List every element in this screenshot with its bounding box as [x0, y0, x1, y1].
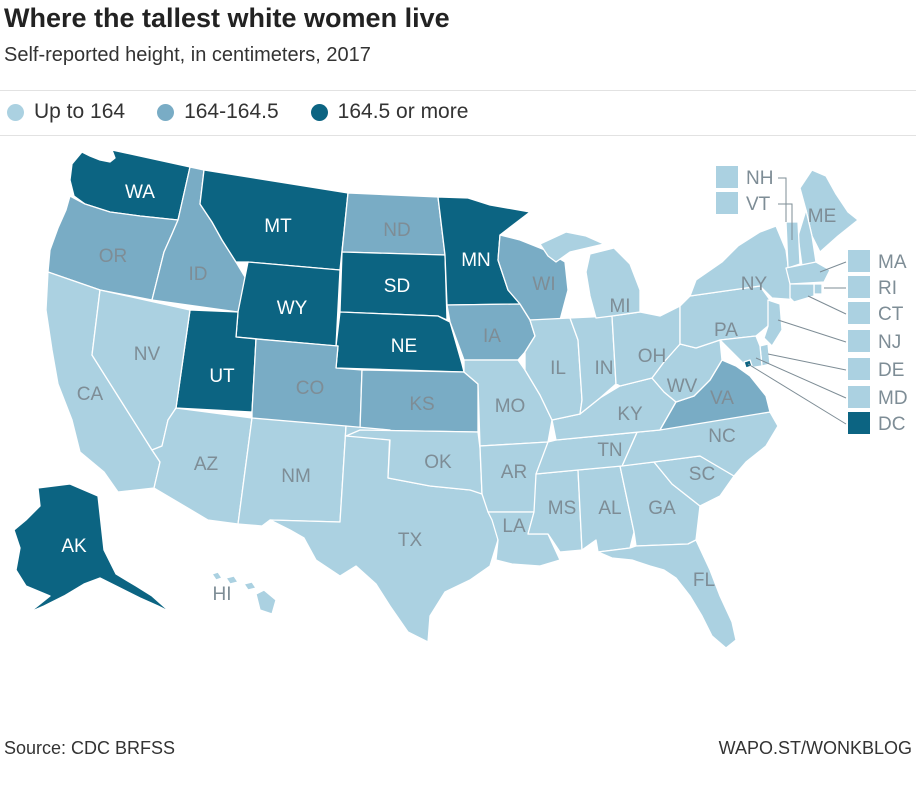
label-nm: NM — [281, 466, 311, 487]
label-in: IN — [595, 358, 614, 379]
label-mi: MI — [609, 296, 630, 317]
label-tx: TX — [398, 530, 423, 551]
state-fl — [597, 539, 737, 649]
credit-note: WAPO.ST/WONKBLOG — [718, 738, 912, 758]
state-nj — [763, 299, 783, 347]
state-mo — [463, 359, 553, 447]
label-mn: MN — [461, 250, 491, 271]
legend-label-high: 164.5 or more — [337, 100, 469, 123]
state-ri — [813, 283, 823, 295]
label-ny: NY — [741, 274, 768, 295]
label-hi: HI — [213, 584, 232, 605]
label-nd: ND — [383, 220, 410, 241]
legend: Up to 164 164-164.5 164.5 or more — [7, 100, 500, 124]
small-state-label-ct: CT — [878, 304, 904, 325]
small-state-box-dc — [848, 412, 870, 434]
small-state-label-nj: NJ — [878, 332, 901, 353]
label-id: ID — [189, 264, 208, 285]
label-az: AZ — [194, 454, 219, 475]
label-sd: SD — [384, 276, 410, 297]
label-ms: MS — [548, 498, 577, 519]
label-wv: WV — [667, 376, 698, 397]
label-wy: WY — [277, 298, 308, 319]
small-state-label-ma: MA — [878, 252, 907, 273]
label-ak: AK — [61, 536, 87, 557]
small-state-label-de: DE — [878, 360, 904, 381]
divider-legend — [0, 135, 916, 136]
label-ar: AR — [501, 462, 527, 483]
source-note: Source: CDC BRFSS — [4, 738, 176, 758]
state-ma — [785, 261, 831, 285]
small-state-box-md — [848, 386, 870, 408]
label-sc: SC — [689, 464, 715, 485]
label-me: ME — [808, 206, 837, 227]
label-la: LA — [502, 516, 526, 537]
label-ky: KY — [617, 404, 643, 425]
label-ut: UT — [209, 366, 235, 387]
label-il: IL — [550, 358, 566, 379]
label-nc: NC — [708, 426, 735, 447]
label-va: VA — [710, 388, 734, 409]
label-ks: KS — [409, 394, 434, 415]
small-state-label-dc: DC — [878, 414, 905, 435]
label-ne: NE — [391, 336, 417, 357]
label-mo: MO — [495, 396, 526, 417]
small-state-box-vt — [716, 192, 738, 214]
legend-label-mid: 164-164.5 — [184, 100, 279, 123]
state-md — [719, 335, 763, 369]
label-ia: IA — [483, 326, 501, 347]
label-nv: NV — [134, 344, 161, 365]
label-oh: OH — [638, 346, 667, 367]
small-state-label-ri: RI — [878, 278, 897, 299]
small-state-label-vt: VT — [746, 194, 771, 215]
label-tn: TN — [597, 440, 622, 461]
legend-label-low: Up to 164 — [34, 100, 126, 123]
small-state-label-nh: NH — [746, 168, 773, 189]
small-state-box-nh — [716, 166, 738, 188]
label-al: AL — [598, 498, 621, 519]
label-fl: FL — [693, 570, 715, 591]
state-ny — [689, 225, 801, 301]
small-state-label-md: MD — [878, 388, 908, 409]
divider-top — [0, 90, 916, 91]
label-pa: PA — [714, 320, 738, 341]
page-title: Where the tallest white women live — [4, 3, 450, 33]
state-mi — [539, 231, 641, 319]
legend-swatch-mid — [157, 103, 175, 121]
legend-item-low: Up to 164 — [7, 100, 125, 124]
state-ak — [13, 483, 171, 613]
small-state-box-de — [848, 358, 870, 380]
label-ok: OK — [424, 452, 452, 473]
state-ks — [359, 369, 479, 433]
state-oh — [611, 305, 681, 387]
state-hi — [211, 571, 277, 615]
small-state-box-ct — [848, 302, 870, 324]
label-mt: MT — [264, 216, 292, 237]
small-state-box-nj — [848, 330, 870, 352]
state-ok — [345, 429, 483, 495]
state-vt — [785, 221, 801, 269]
small-state-box-ri — [848, 276, 870, 298]
label-ga: GA — [648, 498, 676, 519]
label-wa: WA — [125, 182, 155, 203]
small-state-box-ma — [848, 250, 870, 272]
legend-item-high: 164.5 or more — [310, 100, 469, 124]
state-ct — [789, 283, 815, 303]
label-or: OR — [99, 246, 128, 267]
legend-item-mid: 164-164.5 — [157, 100, 279, 124]
subtitle: Self-reported height, in centimeters, 20… — [4, 44, 371, 66]
label-ca: CA — [77, 384, 104, 405]
legend-swatch-low — [7, 103, 24, 121]
legend-swatch-high — [310, 103, 328, 121]
label-wi: WI — [532, 274, 555, 295]
label-co: CO — [296, 378, 325, 399]
